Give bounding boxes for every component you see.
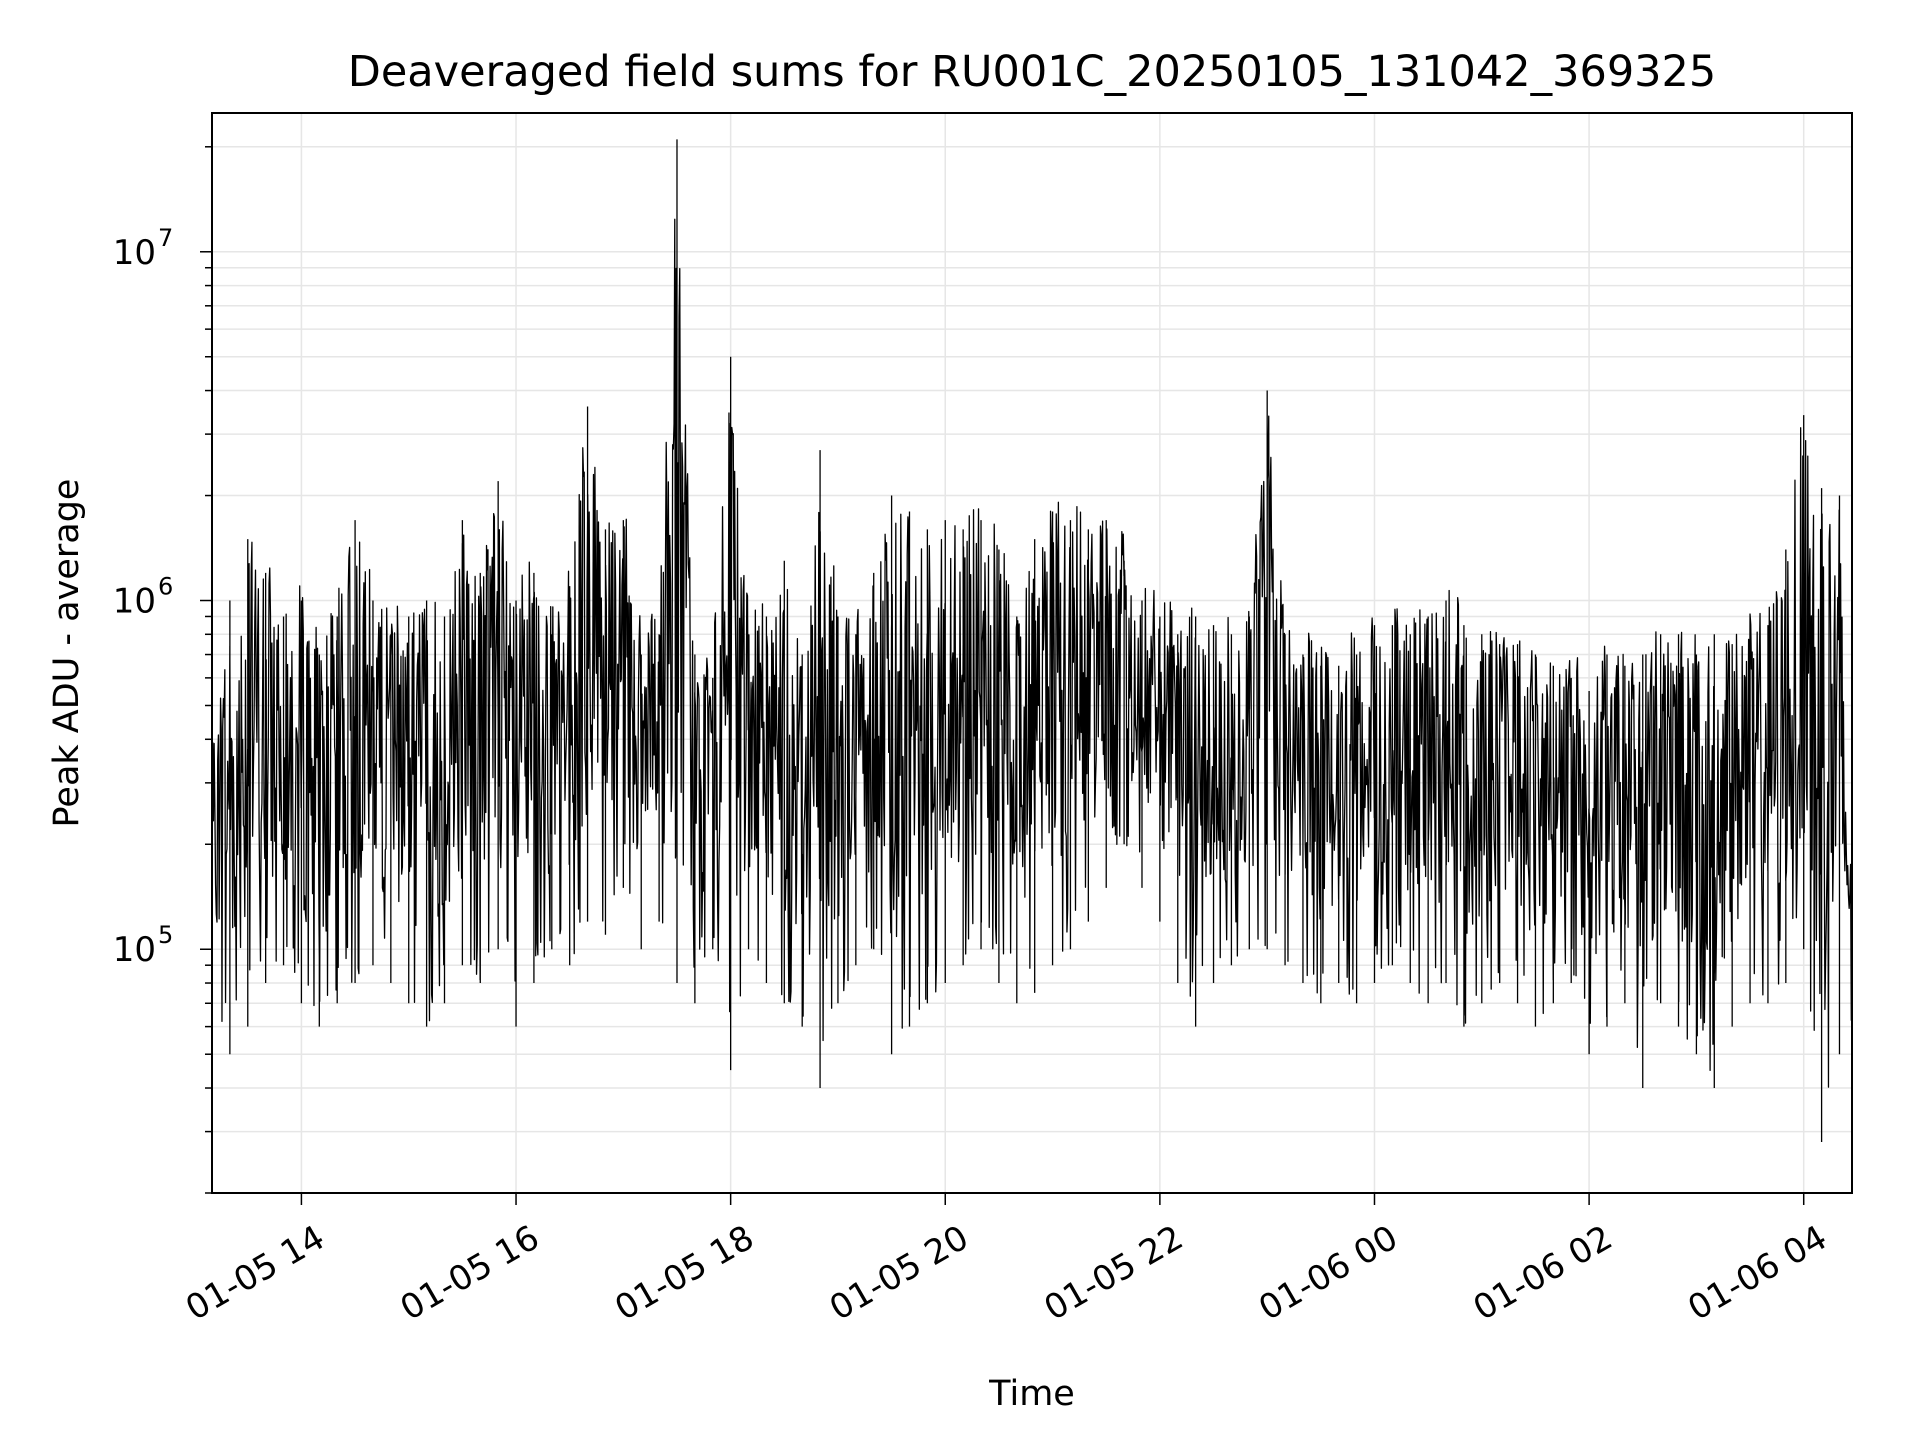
x-tick-label: 01-05 22 <box>1038 1218 1190 1329</box>
y-tick-label: 10 <box>113 233 156 273</box>
x-axis: 01-05 14 01-05 16 01-05 18 01-05 20 01-05 22… <box>179 1193 1834 1329</box>
y-tick-label: 10 <box>113 582 156 622</box>
x-axis-label: Time <box>988 1374 1075 1414</box>
plot-area-frame <box>211 112 1853 1194</box>
x-tick-label: 01-06 04 <box>1681 1218 1833 1329</box>
y-tick-exponent: 6 <box>158 573 173 601</box>
y-tick-exponent: 7 <box>158 224 173 252</box>
x-tick-label: 01-05 16 <box>394 1218 546 1329</box>
y-tick-exponent: 5 <box>158 921 173 949</box>
x-tick-label: 01-05 14 <box>179 1218 331 1329</box>
x-tick-label: 01-05 18 <box>608 1218 760 1329</box>
chart-title: Deaveraged field sums for RU001C_2025010… <box>348 47 1717 97</box>
series-line-peak-adu <box>211 139 1853 1143</box>
y-axis-label: Peak ADU - average <box>47 479 87 828</box>
x-tick-label: 01-05 20 <box>823 1218 975 1329</box>
x-tick-label: 01-06 02 <box>1467 1218 1619 1329</box>
x-tick-label: 01-06 00 <box>1252 1218 1404 1329</box>
y-tick-label: 10 <box>113 930 156 970</box>
